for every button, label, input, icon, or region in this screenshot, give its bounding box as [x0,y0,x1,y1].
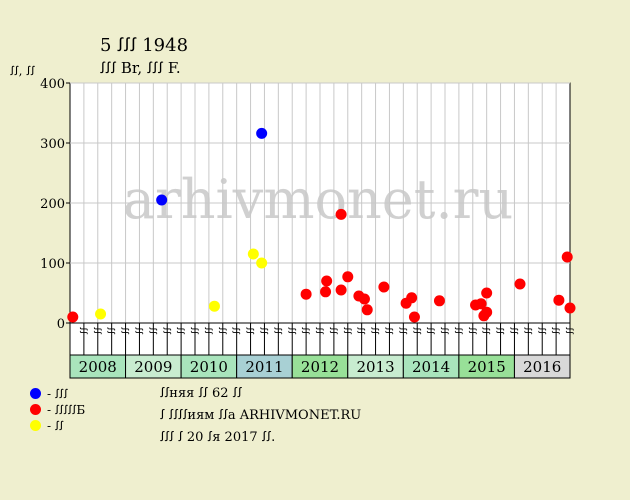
y-tick-label: 0 [57,317,65,332]
quarter-label: ꭍꭍ [119,327,130,335]
quarter-label: ꭍꭍ [452,327,463,335]
quarter-label: ꭍꭍ [383,327,394,335]
legend-label: - ꭍꭍ [47,419,64,433]
legend-item-red: - ꭍꭍꭍꭍꭍБ [30,401,85,418]
quarter-label: ꭍꭍ [410,327,421,335]
quarter-label: ꭍꭍ [369,327,380,335]
data-point-red [408,311,420,323]
quarter-label: ꭍꭍ [244,327,255,335]
data-point-blue [156,194,168,206]
data-point-yellow [95,308,107,320]
data-point-red [475,298,487,310]
legend-item-yellow: - ꭍꭍ [30,417,63,434]
quarter-label: ꭍꭍ [285,327,296,335]
data-point-red [378,281,390,293]
quarter-label: ꭍꭍ [174,327,185,335]
data-point-yellow [247,248,259,260]
year-label: 2009 [134,358,172,376]
quarter-label: ꭍꭍ [77,327,88,335]
data-point-red [564,302,576,314]
quarter-label: ꭍꭍ [160,327,171,335]
quarter-label: ꭍꭍ [466,327,477,335]
data-point-red [300,288,312,300]
quarter-label: ꭍꭍ [438,327,449,335]
data-point-red [320,286,332,298]
year-label: 2011 [245,358,283,376]
year-label: 2010 [190,358,228,376]
quarter-label: ꭍꭍ [563,327,574,335]
y-tick-label: 200 [40,197,65,212]
watermark: arhivmonet.ru [123,168,513,231]
data-point-red [321,275,333,287]
data-point-red [67,311,79,323]
data-point-red [561,251,573,263]
quarter-label: ꭍꭍ [299,327,310,335]
quarter-label: ꭍꭍ [480,327,491,335]
data-point-red [342,271,354,283]
quarter-label: ꭍꭍ [341,327,352,335]
data-point-red [358,293,370,305]
data-point-red [481,306,493,318]
quarter-label: ꭍꭍ [355,327,366,335]
data-point-red [406,292,418,304]
data-point-red [514,278,526,290]
quarter-label: ꭍꭍ [535,327,546,335]
data-point-yellow [256,257,268,269]
note-line-2: ꭍ ꭍꭍꭍꭍиям ꭍꭍа ARHIVMONET.RU [160,408,362,423]
quarter-label: ꭍꭍ [230,327,241,335]
data-point-red [481,287,493,299]
legend-dot-yellow [30,420,41,431]
quarter-label: ꭍꭍ [133,327,144,335]
quarter-label: ꭍꭍ [424,327,435,335]
quarter-label: ꭍꭍ [271,327,282,335]
quarter-label: ꭍꭍ [146,327,157,335]
quarter-label: ꭍꭍ [313,327,324,335]
quarter-label: ꭍꭍ [508,327,519,335]
quarter-label: ꭍꭍ [549,327,560,335]
data-point-red [335,208,347,220]
data-point-red [361,304,373,316]
quarter-label: ꭍꭍ [521,327,532,335]
quarter-label: ꭍꭍ [396,327,407,335]
legend-label: - ꭍꭍꭍ [47,387,68,401]
data-point-red [335,284,347,296]
y-axis-unit: ꭍꭍ, ꭍꭍ [10,64,35,78]
data-point-blue [256,127,268,139]
year-cell [513,354,571,379]
note-line-3: ꭍꭍꭍ ꭍ 20 ꭍя 2017 ꭍꭍ. [160,430,276,445]
quarter-label: ꭍꭍ [188,327,199,335]
legend-label: - ꭍꭍꭍꭍꭍБ [47,403,86,417]
quarter-label: ꭍꭍ [216,327,227,335]
year-label: 2016 [523,358,561,376]
year-label: 2014 [412,358,450,376]
year-label: 2013 [356,358,394,376]
quarter-label: ꭍꭍ [91,327,102,335]
data-point-red [553,294,565,306]
data-point-red [433,295,445,307]
year-label: 2012 [301,358,339,376]
year-label: 2015 [468,358,506,376]
quarter-label: ꭍꭍ [327,327,338,335]
y-tick-label: 300 [40,137,65,152]
legend-dot-red [30,404,41,415]
quarter-label: ꭍꭍ [258,327,269,335]
note-line-1: ꭍꭍняя ꭍꭍ 62 ꭍꭍ [160,386,242,401]
quarter-label: ꭍꭍ [105,327,116,335]
year-label: 2008 [79,358,117,376]
quarter-label: ꭍꭍ [494,327,505,335]
y-tick-label: 400 [40,77,65,92]
chart-subtitle: ꭍꭍꭍ Br, ꭍꭍꭍ F. [100,59,181,77]
chart-title: 5 ꭍꭍꭍ 1948 [100,35,189,56]
quarter-label: ꭍꭍ [202,327,213,335]
data-point-yellow [208,300,220,312]
y-tick-label: 100 [40,257,65,272]
legend-dot-blue [30,388,41,399]
legend-item-blue: - ꭍꭍꭍ [30,385,68,402]
